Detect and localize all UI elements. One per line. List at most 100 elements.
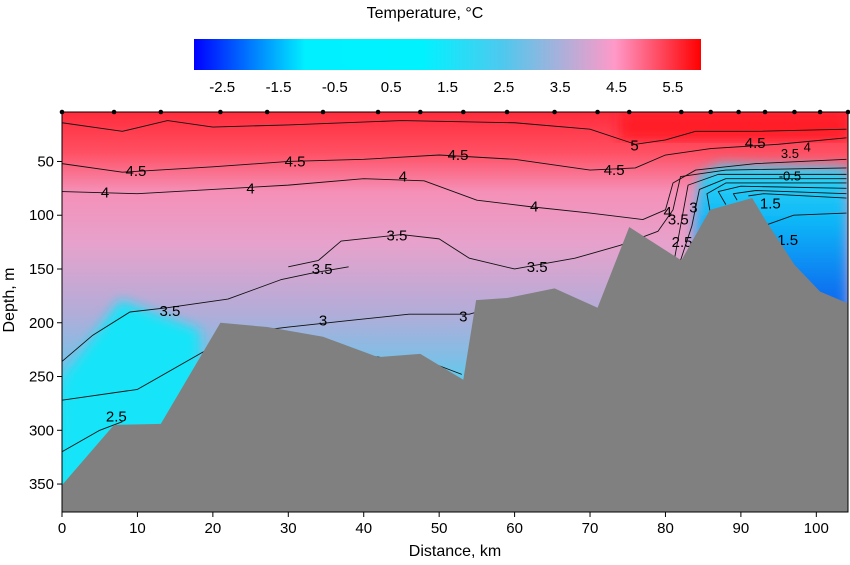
y-tick-label: 150 (29, 261, 54, 278)
contour-line-4 (62, 158, 847, 220)
station-marker (418, 109, 423, 115)
colorbar-tick-label: 3.5 (550, 79, 571, 96)
contour-label: 4.5 (125, 163, 146, 180)
contour-line-1m5 (763, 212, 847, 227)
station-marker (817, 109, 823, 115)
contour-label: 4 (804, 139, 811, 154)
warm-surface-patch (620, 112, 848, 140)
x-tick-label: 40 (355, 520, 372, 537)
contour-label: 4.5 (604, 162, 625, 179)
contour-lines (62, 120, 847, 453)
contour-label: 3.5 (386, 228, 407, 245)
colorbar-tick-label: -1.5 (266, 79, 292, 96)
contour-line-2m5 (680, 178, 847, 261)
contour-label: 3 (459, 308, 467, 325)
contour-line-2 (706, 182, 847, 212)
seafloor-bathymetry (62, 198, 848, 512)
contour-labels: 54.54.5 4.54.54.54 444 43.53.5 3.53.53.53 332… (101, 135, 811, 425)
station-marker (320, 109, 326, 115)
y-axis-ticks: 50 100 150 200 250 300 350 (29, 153, 62, 493)
y-axis-label: Depth, m (1, 268, 18, 333)
colorbar (194, 39, 701, 70)
contour-line-0m5 (748, 193, 847, 199)
x-tick-label: 90 (733, 520, 750, 537)
station-marker (595, 109, 600, 115)
contour-label: 3 (319, 313, 327, 330)
contour-label: 4 (664, 204, 672, 221)
contour-label: 1.5 (760, 195, 781, 212)
contour-label: 4 (101, 185, 109, 202)
x-axis-ticks: 0 10 20 30 40 50 60 70 80 90 100 (58, 512, 829, 537)
contour-label: 4.5 (285, 153, 306, 170)
y-tick-label: 350 (29, 476, 54, 493)
station-marker (460, 109, 466, 115)
station-marker (626, 109, 632, 115)
contour-line-3 (62, 305, 500, 401)
station-marker (792, 109, 797, 115)
x-tick-label: 80 (657, 520, 674, 537)
x-tick-label: 10 (129, 520, 146, 537)
colorbar-tick-label: 5.5 (662, 79, 683, 96)
station-marker (504, 109, 510, 115)
contour-line-3 (672, 173, 847, 267)
y-tick-label: 250 (29, 369, 54, 386)
contour-label: 4 (530, 199, 538, 216)
contour-label: 4 (246, 180, 254, 197)
colorbar-tick-label: -2.5 (209, 79, 235, 96)
station-marker (158, 109, 164, 115)
colorbar-tick-label: 4.5 (606, 79, 627, 96)
colorbar-ticks: -2.5 -1.5 -0.5 0.5 1.5 2.5 3.5 4.5 5.5 (209, 79, 683, 96)
contour-label: 4 (399, 169, 407, 186)
station-marker (375, 109, 381, 115)
x-tick-label: 20 (205, 520, 222, 537)
contour-label: 3.5 (527, 259, 548, 276)
contour-line-3m5 (288, 167, 847, 270)
x-axis-label: Distance, km (409, 543, 501, 560)
station-marker (708, 109, 714, 115)
contour-label: -0.5 (779, 168, 801, 183)
contour-line-4m5 (62, 137, 847, 173)
x-tick-label: 60 (506, 520, 523, 537)
station-markers (59, 109, 850, 115)
contour-line-2m5 (62, 421, 123, 453)
contour-label: 3 (689, 200, 697, 217)
y-tick-label: 300 (29, 422, 54, 439)
x-tick-label: 100 (804, 520, 829, 537)
station-marker (552, 109, 557, 115)
contour-label: 5 (630, 137, 638, 154)
colorbar-tick-label: -0.5 (322, 79, 348, 96)
y-tick-label: 50 (37, 153, 54, 170)
station-marker (678, 109, 684, 115)
x-tick-label: 70 (582, 520, 599, 537)
contour-label: 3.5 (312, 261, 333, 278)
contour-label: 2.5 (106, 408, 127, 425)
contour-line-3m5 (62, 266, 349, 362)
x-tick-label: 0 (58, 520, 66, 537)
contour-line-1 (732, 190, 847, 201)
contour-label: 1.5 (777, 232, 798, 249)
contour-label: 4.5 (448, 147, 469, 164)
station-marker (845, 109, 850, 115)
contour-line-5 (62, 120, 847, 145)
x-tick-label: 30 (280, 520, 297, 537)
y-tick-label: 100 (29, 207, 54, 224)
colorbar-tick-label: 2.5 (493, 79, 514, 96)
colorbar-title: Temperature, °C (367, 5, 484, 22)
station-marker (736, 109, 741, 115)
plot-frame (61, 111, 849, 513)
x-tick-label: 50 (431, 520, 448, 537)
contour-line-1m5 (717, 185, 847, 205)
contour-label: 4.5 (745, 135, 766, 152)
contour-label: 3.5 (159, 303, 180, 320)
contour-label: 3.5 (668, 212, 689, 229)
contour-label: 2.5 (672, 234, 693, 251)
station-marker (218, 109, 223, 115)
station-marker (111, 109, 117, 115)
station-marker (762, 109, 768, 115)
colorbar-tick-label: 0.5 (381, 79, 402, 96)
station-marker (264, 109, 270, 115)
contour-label: 3.5 (781, 146, 799, 161)
colorbar-tick-label: 1.5 (437, 79, 458, 96)
